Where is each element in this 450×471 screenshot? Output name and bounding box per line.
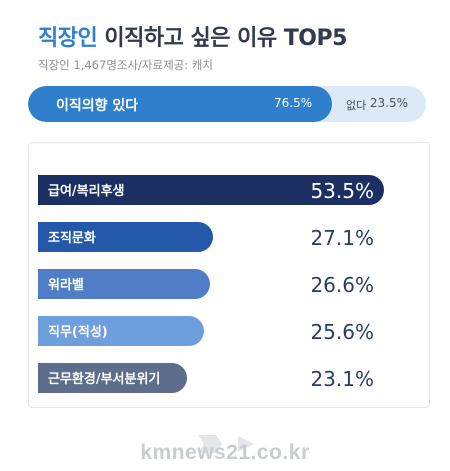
page-title: 직장인 이직하고 싶은 이유 TOP5 <box>38 20 347 52</box>
title-accent: 직장인 <box>38 26 98 51</box>
category-label-2: 워라벨 <box>48 277 84 293</box>
value-label-2: 26.6% <box>310 273 374 297</box>
bar-corner-0 <box>38 175 53 205</box>
category-label-0: 급여/복리후생 <box>48 183 125 199</box>
value-label-4: 23.1% <box>310 367 374 391</box>
category-label-4: 근무환경/부서분위기 <box>48 371 160 387</box>
bar-corner-4 <box>38 363 53 393</box>
bar-chart: 급여/복리후생 53.5% 조직문화 27.1% 워라벨 26.6% 직무(적성) 25.6%… <box>38 175 384 393</box>
bar-4 <box>38 363 187 393</box>
intent-no-value: 23.5% <box>369 96 408 110</box>
bar-0 <box>38 175 384 205</box>
intent-yes-label: 이직의향 있다 <box>56 98 139 114</box>
bar-corner-2 <box>38 269 53 299</box>
category-label-3: 직무(적성) <box>48 324 108 340</box>
intent-yes-value: 76.5% <box>274 96 313 110</box>
bar-2 <box>38 269 210 299</box>
title-rest: 이직하고 싶은 이유 TOP5 <box>97 26 347 51</box>
bar-3 <box>38 316 204 346</box>
value-label-1: 27.1% <box>310 226 374 250</box>
footer-site-text: kmnews21.co.kr <box>140 441 310 464</box>
intent-yes-segment <box>28 86 332 122</box>
catch-logo-icon <box>198 435 254 453</box>
intent-bar: 이직의향 있다 76.5% 없다 23.5% <box>28 86 426 122</box>
bar-corner-1 <box>38 222 53 252</box>
chart-card: 급여/복리후생 53.5% 조직문화 27.1% 워라벨 26.6% 직무(적성) 25.6%… <box>28 142 430 408</box>
category-label-1: 조직문화 <box>48 230 96 246</box>
subtitle: 직장인 1,467명조사/자료제공: 캐치 <box>38 58 213 72</box>
value-label-0: 53.5% <box>310 179 374 203</box>
value-label-3: 25.6% <box>310 320 374 344</box>
bar-1 <box>38 222 213 252</box>
bar-corner-3 <box>38 316 53 346</box>
intent-no-label: 없다 <box>346 99 367 112</box>
